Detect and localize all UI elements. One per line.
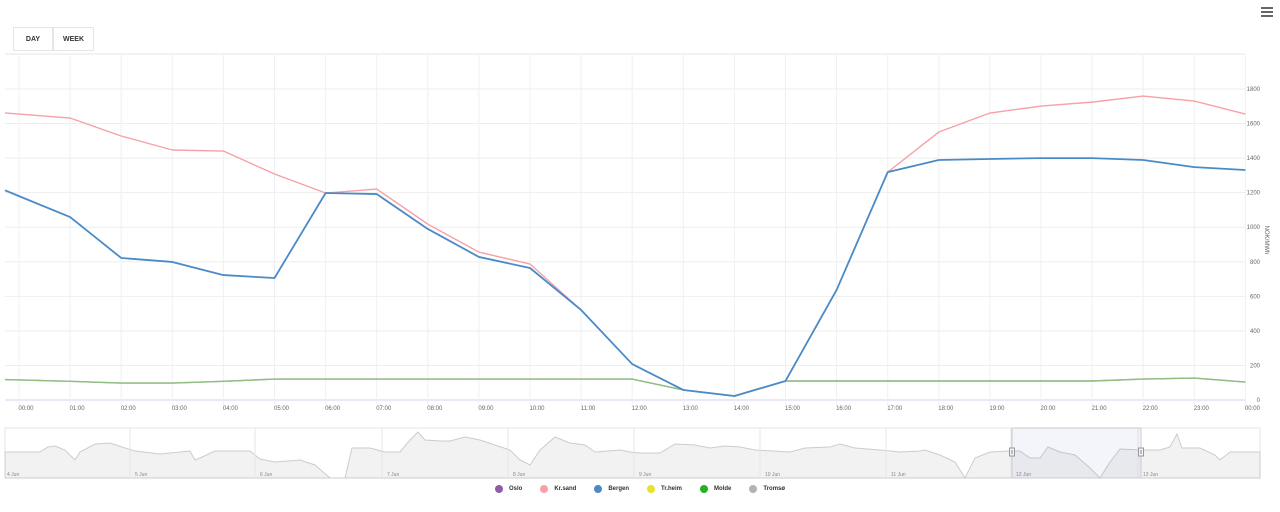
y-tick-label: 1600: [1247, 122, 1261, 128]
legend-dot-icon: [540, 485, 549, 493]
series-lines: [4, 95, 1246, 397]
legend-label: Tromsø: [763, 486, 786, 492]
x-tick-label: 21:00: [1092, 406, 1108, 412]
y-axis-label: NOK/MWh: [1263, 226, 1269, 255]
legend-item-trheim[interactable]: Tr.heim: [647, 485, 682, 493]
x-tick-label: 10:00: [529, 406, 545, 412]
legend: Oslo Kr.sand Bergen Tr.heim Molde Tromsø: [0, 485, 1280, 493]
x-tick-label: 17:00: [887, 406, 903, 412]
y-tick-label: 800: [1250, 260, 1261, 266]
x-tick-label: 23:00: [1194, 406, 1210, 412]
x-tick-label: 22:00: [1143, 406, 1159, 412]
x-tick-label: 03:00: [172, 406, 188, 412]
navigator: 4 Jun 5 Jun 6 Jun 7 Jun 8 Jun 9 Jun 10 Jun 11 J…: [4, 427, 1261, 480]
x-tick-label: 01:00: [70, 406, 86, 412]
day-button[interactable]: DAY: [13, 27, 53, 51]
navigator-date-label: 9 Jun: [639, 472, 651, 478]
range-selector: DAY WEEK: [13, 27, 94, 51]
x-tick-label: 02:00: [121, 406, 137, 412]
legend-label: Tr.heim: [661, 486, 683, 492]
navigator-date-label: 4 Jun: [7, 472, 19, 478]
legend-label: Kr.sand: [554, 486, 577, 492]
x-tick-label: 05:00: [274, 406, 290, 412]
navigator-date-label: 10 Jun: [765, 472, 780, 478]
navigator-date-label: 6 Jun: [260, 472, 272, 478]
navigator-handle[interactable]: [1009, 447, 1015, 457]
x-tick-label: 20:00: [1040, 406, 1056, 412]
x-tick-label: 09:00: [478, 406, 494, 412]
legend-item-molde[interactable]: Molde: [700, 485, 731, 493]
y-tick-label: 400: [1250, 329, 1261, 335]
hamburger-menu-icon[interactable]: [1261, 7, 1273, 17]
chart-grid: [5, 53, 1246, 405]
navigator-date-label: 13 Jun: [1143, 472, 1158, 478]
series-line-molde[interactable]: [4, 377, 1246, 397]
y-tick-label: 1400: [1247, 156, 1261, 162]
y-tick-label: 1200: [1247, 191, 1261, 197]
legend-label: Molde: [714, 486, 732, 492]
y-tick-label: 200: [1250, 363, 1261, 369]
legend-label: Bergen: [608, 486, 629, 492]
x-tick-label: 08:00: [427, 406, 443, 412]
legend-item-bergen[interactable]: Bergen: [594, 485, 629, 493]
x-tick-label: 15:00: [785, 406, 801, 412]
legend-dot-icon: [647, 485, 655, 493]
x-tick-label: 11:00: [581, 406, 596, 412]
legend-label: Oslo: [508, 486, 523, 492]
navigator-date-label: 7 Jun: [387, 472, 399, 478]
legend-dot-icon: [594, 485, 603, 493]
legend-item-oslo[interactable]: Oslo: [494, 485, 523, 493]
line-chart: 0 200 400 600 800 1000 1200 1400 1600 1800 NOK/MW…: [4, 53, 1269, 480]
x-tick-label: 00:00: [1245, 406, 1261, 412]
x-tick-label: 06:00: [325, 406, 341, 412]
x-tick-label: 00:00: [18, 406, 34, 412]
navigator-date-label: 8 Jun: [513, 472, 525, 478]
navigator-handle[interactable]: [1138, 447, 1144, 457]
legend-dot-icon: [494, 485, 503, 493]
x-tick-label: 07:00: [376, 406, 392, 412]
week-button[interactable]: WEEK: [53, 27, 94, 51]
x-tick-label: 19:00: [989, 406, 1005, 412]
legend-dot-icon: [749, 485, 758, 493]
series-line-bergen[interactable]: [4, 157, 1246, 397]
x-tick-label: 04:00: [223, 406, 239, 412]
x-axis-ticks: 00:00 01:00 02:00 03:00 04:00 05:00 06:00 07:00…: [18, 406, 1260, 412]
x-tick-label: 16:00: [836, 406, 852, 412]
x-tick-label: 13:00: [683, 406, 699, 412]
series-line-krsand[interactable]: [4, 95, 1246, 397]
y-tick-label: 1000: [1247, 225, 1261, 231]
navigator-date-label: 12 Jun: [1016, 472, 1031, 478]
navigator-selected-range[interactable]: [1011, 427, 1142, 479]
legend-dot-icon: [700, 485, 709, 493]
y-tick-label: 1800: [1247, 87, 1261, 93]
navigator-date-label: 5 Jun: [135, 472, 147, 478]
y-tick-label: 0: [1257, 398, 1261, 404]
navigator-date-label: 11 Jun: [891, 472, 906, 478]
x-tick-label: 14:00: [734, 406, 750, 412]
legend-item-troms[interactable]: Tromsø: [749, 485, 785, 493]
y-axis-ticks: 0 200 400 600 800 1000 1200 1400 1600 1800: [1247, 87, 1261, 404]
y-tick-label: 600: [1250, 294, 1261, 300]
legend-item-krsand[interactable]: Kr.sand: [540, 485, 576, 493]
x-tick-label: 12:00: [632, 406, 648, 412]
x-tick-label: 18:00: [938, 406, 954, 412]
